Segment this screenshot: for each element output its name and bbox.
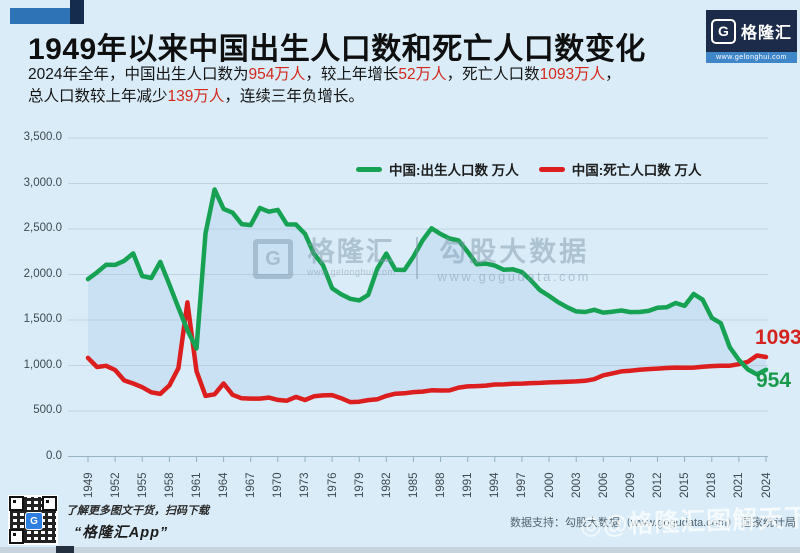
chart-legend: 中国:出生人口数 万人 中国:死亡人口数 万人 xyxy=(356,159,715,179)
y-axis-tick-label: 500.0 xyxy=(33,404,62,416)
subtitle-text: ，较上年增长 xyxy=(305,66,399,83)
x-axis-tick-label: 1979 xyxy=(353,472,366,498)
y-axis-tick-label: 0.0 xyxy=(46,449,62,462)
subtitle-highlight: 954万人 xyxy=(248,66,306,83)
bottom-edge-strip xyxy=(0,547,800,553)
subtitle-highlight: 139万人 xyxy=(167,88,225,105)
birth-end-value-label: 954 xyxy=(756,369,792,392)
x-axis-tick-label: 2009 xyxy=(624,472,637,498)
death-line-series xyxy=(85,300,769,405)
y-axis-tick-label: 3,000.0 xyxy=(23,176,62,189)
x-axis-tick-label: 1991 xyxy=(462,472,475,498)
x-axis-tick-label: 2000 xyxy=(543,472,556,498)
x-axis-tick-label: 1952 xyxy=(109,472,122,498)
x-axis-tick-label: 1958 xyxy=(163,472,176,498)
center-watermark: G 格隆汇 www.gelonghui.com 勾股大数据 www.goguda… xyxy=(253,237,591,284)
birth-line-series xyxy=(85,187,769,377)
death-end-value-label: 1093 xyxy=(755,326,800,349)
qr-code: G xyxy=(8,495,58,545)
legend-line-swatch xyxy=(538,166,565,172)
header-accent-bar-navy xyxy=(70,0,84,24)
subtitle-text: ，死亡人口数 xyxy=(446,66,540,83)
qr-caption: 了解更多图文干货，扫码下载 xyxy=(66,505,209,517)
subtitle-highlight: 1093万人 xyxy=(539,66,606,83)
watermark-partner-url: www.gogudata.com xyxy=(437,269,591,284)
qr-center-g-icon: G xyxy=(25,512,43,530)
y-axis-tick-label: 2,000.0 xyxy=(23,267,62,280)
app-name: “格隆汇App” xyxy=(74,525,169,541)
qr-finder-icon xyxy=(9,496,24,511)
x-axis-tick-label: 1982 xyxy=(380,472,393,498)
x-axis-tick-label: 1973 xyxy=(299,472,312,498)
x-axis-tick-label: 1970 xyxy=(272,472,285,498)
y-axis-tick-label: 3,500.0 xyxy=(23,131,62,143)
x-axis-tick-label: 1985 xyxy=(407,472,420,498)
legend-label: 中国:死亡人口数 万人 xyxy=(571,163,702,178)
x-axis-tick-label: 2024 xyxy=(760,472,773,498)
x-axis-tick-label: 1994 xyxy=(489,472,502,498)
subtitle-text: 总人口数较上年减少 xyxy=(28,88,168,105)
legend-label: 中国:出生人口数 万人 xyxy=(389,163,519,178)
qr-finder-icon xyxy=(9,529,24,544)
x-axis-tick-label: 1964 xyxy=(218,472,231,498)
legend-line-swatch xyxy=(356,166,382,172)
x-axis-tick-label: 2015 xyxy=(679,472,692,498)
fill-between-series xyxy=(88,189,766,403)
gelonghui-g-icon: G xyxy=(710,18,736,44)
x-axis-tick-label: 1976 xyxy=(326,472,339,498)
watermark-partner: 勾股大数据 xyxy=(439,237,590,267)
subtitle-text: ， xyxy=(605,66,621,83)
x-axis-tick-label: 1997 xyxy=(516,472,529,498)
qr-finder-icon xyxy=(42,496,57,511)
subtitle-highlight: 52万人 xyxy=(398,66,447,83)
page-title: 1949年以来中国出生人口数和死亡人口数变化 xyxy=(28,33,646,66)
bottom-right-watermark: ◎@格隆汇图解天下 xyxy=(579,503,800,541)
gelonghui-logo-name: 格隆汇 xyxy=(740,25,792,42)
x-axis-tick-label: 1961 xyxy=(190,472,203,498)
x-axis-tick-label: 1949 xyxy=(82,472,95,498)
bottom-edge-square xyxy=(56,546,74,553)
watermark-brand-url: www.gelonghui.com xyxy=(307,267,396,277)
x-axis-tick-label: 1967 xyxy=(245,472,258,498)
watermark-brand: 格隆汇 xyxy=(307,237,395,267)
x-axis-tick-label: 2018 xyxy=(706,472,719,498)
subtitle-text: ，连续三年负增长。 xyxy=(224,88,364,105)
subtitle: 2024年全年，中国出生人口数为954万人，较上年增长52万人，死亡人口数109… xyxy=(28,64,768,108)
x-axis-tick-label: 2021 xyxy=(733,472,746,498)
x-axis-tick-label: 2003 xyxy=(570,472,583,498)
x-axis-tick-label: 2012 xyxy=(652,472,665,498)
x-axis-tick-label: 2006 xyxy=(597,472,610,498)
data-support-credit: 数据支持：勾股大数据（www.gogudata.com） 国家统计局 xyxy=(510,517,797,529)
x-axis-tick-label: 1988 xyxy=(435,472,448,498)
subtitle-line: 总人口数较上年减少139万人，连续三年负增长。 xyxy=(28,86,768,108)
watermark-divider xyxy=(415,237,418,279)
watermark-g-icon: G xyxy=(253,239,293,279)
subtitle-line: 2024年全年，中国出生人口数为954万人，较上年增长52万人，死亡人口数109… xyxy=(28,64,768,86)
gelonghui-logo-url: www.gelonghui.com xyxy=(706,52,797,63)
y-axis-tick-label: 2,500.0 xyxy=(23,222,62,234)
gelonghui-logo: G 格隆汇 xyxy=(706,10,797,52)
y-axis-tick-label: 1,000.0 xyxy=(23,358,62,371)
subtitle-text: 2024年全年，中国出生人口数为 xyxy=(28,66,249,83)
x-axis-tick-label: 1955 xyxy=(136,472,149,498)
y-axis-tick-label: 1,500.0 xyxy=(23,313,62,325)
header-accent-bar-blue xyxy=(10,8,70,24)
